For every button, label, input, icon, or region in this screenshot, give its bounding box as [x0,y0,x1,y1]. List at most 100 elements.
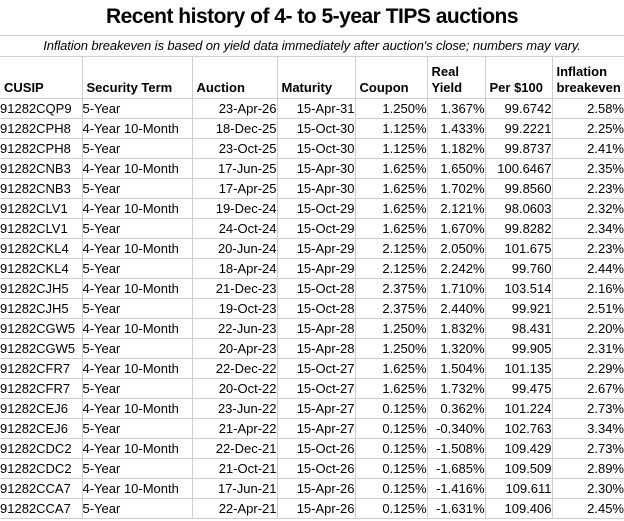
cell-real-yield: 1.732% [426,378,485,399]
cell-per-100: 99.8737 [484,138,552,159]
cell-real-yield: 1.504% [426,358,485,379]
cell-maturity: 15-Oct-28 [276,298,355,319]
cell-maturity: 15-Apr-27 [276,418,355,439]
cell-security-term: 4-Year 10-Month [81,438,192,459]
cell-security-term: 5-Year [81,458,192,479]
cell-maturity: 15-Oct-27 [276,378,355,399]
cell-maturity: 15-Oct-28 [276,278,355,299]
column-header-auction: Auction [191,57,277,99]
cell-real-yield: 1.670% [426,218,485,239]
cell-real-yield: -1.685% [426,458,485,479]
cell-cusip: 91282CLV1 [0,198,82,219]
cell-per-100: 109.429 [484,438,552,459]
cell-real-yield: 2.050% [426,238,485,259]
cell-maturity: 15-Apr-30 [276,178,355,199]
cell-coupon: 1.250% [354,98,427,119]
cell-maturity: 15-Apr-31 [276,98,355,119]
cell-security-term: 4-Year 10-Month [81,118,192,139]
cell-inflation-breakeven: 2.32% [551,198,624,219]
cell-auction: 20-Oct-22 [191,378,277,399]
cell-maturity: 15-Oct-30 [276,138,355,159]
column-header-maturity: Maturity [276,57,355,99]
cell-real-yield: 1.367% [426,98,485,119]
table-row: 91282CDC2 4-Year 10-Month 22-Dec-21 15-Oct-… [0,438,624,459]
cell-auction: 22-Dec-22 [191,358,277,379]
table-row: 91282CGW5 5-Year 20-Apr-23 15-Apr-28 1.250% 1… [0,338,624,359]
cell-cusip: 91282CJH5 [0,298,82,319]
cell-per-100: 101.224 [484,398,552,419]
cell-auction: 23-Apr-26 [191,98,277,119]
cell-auction: 18-Apr-24 [191,258,277,279]
table-row: 91282CPH8 4-Year 10-Month 18-Dec-25 15-Oct-… [0,118,624,139]
cell-inflation-breakeven: 2.23% [551,178,624,199]
cell-security-term: 5-Year [81,258,192,279]
cell-security-term: 5-Year [81,98,192,119]
cell-security-term: 4-Year 10-Month [81,238,192,259]
table-row: 91282CGW5 4-Year 10-Month 22-Jun-23 15-Apr-… [0,318,624,339]
cell-security-term: 4-Year 10-Month [81,198,192,219]
cell-auction: 22-Apr-21 [191,498,277,519]
cell-maturity: 15-Apr-26 [276,478,355,499]
cell-coupon: 0.125% [354,418,427,439]
cell-coupon: 1.625% [354,178,427,199]
cell-coupon: 1.625% [354,198,427,219]
cell-inflation-breakeven: 2.30% [551,478,624,499]
cell-maturity: 15-Apr-26 [276,498,355,519]
cell-cusip: 91282CPH8 [0,138,82,159]
cell-auction: 18-Dec-25 [191,118,277,139]
table-row: 91282CFR7 4-Year 10-Month 22-Dec-22 15-Oct-… [0,358,624,379]
cell-auction: 17-Jun-21 [191,478,277,499]
cell-security-term: 5-Year [81,178,192,199]
cell-per-100: 99.2221 [484,118,552,139]
table-row: 91282CKL4 5-Year 18-Apr-24 15-Apr-29 2.125% 2… [0,258,624,279]
cell-inflation-breakeven: 2.51% [551,298,624,319]
table-row: 91282CLV1 4-Year 10-Month 19-Dec-24 15-Oct-… [0,198,624,219]
cell-cusip: 91282CNB3 [0,178,82,199]
cell-per-100: 99.921 [484,298,552,319]
cell-real-yield: -1.631% [426,498,485,519]
cell-cusip: 91282CCA7 [0,498,82,519]
cell-inflation-breakeven: 2.44% [551,258,624,279]
cell-inflation-breakeven: 2.41% [551,138,624,159]
cell-inflation-breakeven: 2.73% [551,398,624,419]
table-row: 91282CEJ6 4-Year 10-Month 23-Jun-22 15-Apr-… [0,398,624,419]
cell-cusip: 91282CDC2 [0,438,82,459]
tips-auction-table: CUSIP Security Term Auction Maturity Coupon R… [0,57,624,519]
cell-inflation-breakeven: 2.45% [551,498,624,519]
cell-auction: 21-Apr-22 [191,418,277,439]
cell-security-term: 4-Year 10-Month [81,318,192,339]
cell-per-100: 99.760 [484,258,552,279]
cell-cusip: 91282CLV1 [0,218,82,239]
cell-inflation-breakeven: 2.31% [551,338,624,359]
table-row: 91282CPH8 5-Year 23-Oct-25 15-Oct-30 1.125% 1… [0,138,624,159]
cell-auction: 23-Oct-25 [191,138,277,159]
cell-coupon: 2.125% [354,258,427,279]
cell-coupon: 0.125% [354,478,427,499]
cell-auction: 20-Apr-23 [191,338,277,359]
cell-inflation-breakeven: 2.73% [551,438,624,459]
column-header-security-term: Security Term [81,57,192,99]
table-row: 91282CDC2 5-Year 21-Oct-21 15-Oct-26 0.125% -… [0,458,624,479]
cell-auction: 21-Oct-21 [191,458,277,479]
cell-per-100: 99.8282 [484,218,552,239]
cell-security-term: 4-Year 10-Month [81,158,192,179]
cell-cusip: 91282CNB3 [0,158,82,179]
cell-real-yield: 1.320% [426,338,485,359]
cell-maturity: 15-Oct-27 [276,358,355,379]
cell-coupon: 1.625% [354,378,427,399]
cell-cusip: 91282CCA7 [0,478,82,499]
cell-cusip: 91282CKL4 [0,258,82,279]
cell-inflation-breakeven: 2.58% [551,98,624,119]
cell-per-100: 98.0603 [484,198,552,219]
cell-security-term: 4-Year 10-Month [81,278,192,299]
cell-coupon: 0.125% [354,498,427,519]
cell-cusip: 91282CDC2 [0,458,82,479]
table-body: 91282CQP9 5-Year 23-Apr-26 15-Apr-31 1.250% 1… [0,98,624,519]
cell-maturity: 15-Oct-30 [276,118,355,139]
cell-real-yield: 1.650% [426,158,485,179]
table-row: 91282CQP9 5-Year 23-Apr-26 15-Apr-31 1.250% 1… [0,98,624,119]
cell-security-term: 5-Year [81,218,192,239]
cell-per-100: 109.509 [484,458,552,479]
cell-inflation-breakeven: 2.67% [551,378,624,399]
